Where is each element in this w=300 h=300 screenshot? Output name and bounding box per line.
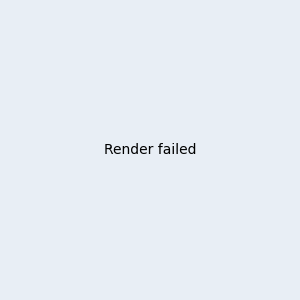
Text: Render failed: Render failed [104, 143, 196, 157]
